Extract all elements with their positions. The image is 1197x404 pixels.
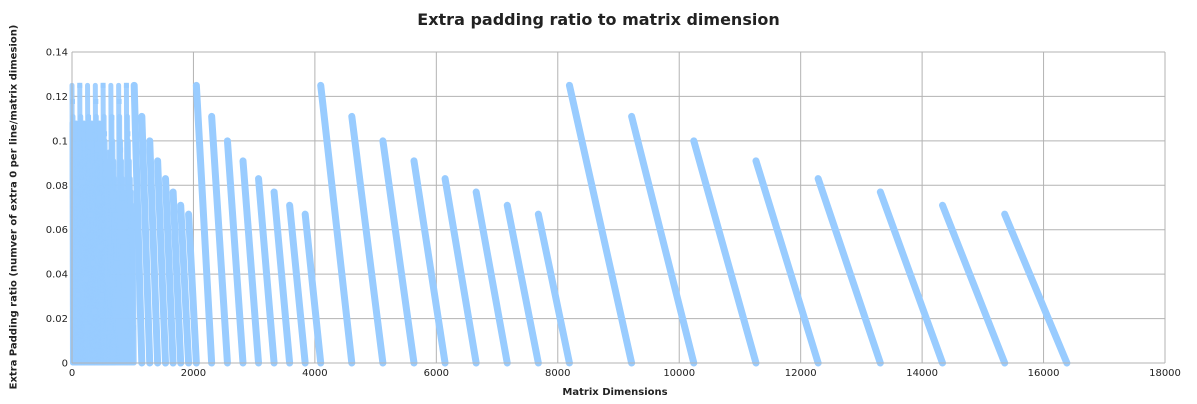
data-point-ramp: [317, 81, 356, 367]
data-point: [97, 244, 103, 250]
y-tick-label: 0.12: [46, 92, 68, 103]
data-point-ramp: [223, 137, 247, 367]
data-point: [131, 325, 137, 331]
data-series: [69, 81, 1071, 367]
data-point: [116, 98, 122, 104]
data-point: [94, 147, 100, 153]
data-point: [99, 292, 105, 298]
data-point-ramp: [348, 112, 387, 367]
data-point: [122, 292, 128, 298]
x-tick-label: 16000: [1028, 368, 1060, 379]
x-tick-label: 8000: [545, 368, 570, 379]
x-tick-label: 14000: [906, 368, 938, 379]
x-tick-label: 0: [69, 368, 75, 379]
data-point-ramp: [628, 112, 698, 367]
data-point: [81, 228, 87, 234]
data-point-ramp: [503, 201, 542, 367]
y-tick-label: 0.08: [46, 181, 68, 192]
data-point: [96, 195, 102, 201]
x-tick-label: 4000: [302, 368, 327, 379]
data-point-ramp: [379, 137, 418, 367]
data-point-ramp: [208, 112, 231, 367]
data-point: [102, 131, 108, 137]
data-point: [87, 163, 93, 169]
x-tick-label: 6000: [424, 368, 449, 379]
data-point: [103, 179, 109, 185]
data-point-cluster: [130, 211, 137, 366]
data-point-ramp: [162, 175, 177, 367]
data-point-ramp: [752, 157, 822, 367]
y-tick-label: 0.02: [46, 314, 68, 325]
data-point: [72, 195, 78, 201]
data-point-ramp: [301, 210, 325, 367]
data-point: [83, 276, 89, 282]
x-tick-label: 2000: [181, 368, 206, 379]
data-point: [75, 292, 81, 298]
data-point: [120, 244, 126, 250]
data-point-ramp: [565, 81, 636, 367]
data-point-ramp: [146, 137, 162, 367]
data-point-ramp: [192, 81, 216, 367]
data-point: [104, 228, 110, 234]
data-point: [123, 82, 129, 88]
data-point: [78, 131, 84, 137]
chart-title: Extra padding ratio to matrix dimension: [417, 10, 780, 29]
data-point: [118, 147, 124, 153]
y-tick-label: 0.06: [46, 225, 68, 236]
data-point: [74, 244, 80, 250]
data-point: [128, 228, 134, 234]
data-point-ramp: [876, 188, 947, 367]
x-axis-label: Matrix Dimensions: [562, 387, 668, 398]
data-point-ramp: [690, 137, 760, 367]
data-point: [71, 147, 77, 153]
x-tick-label: 10000: [663, 368, 695, 379]
axes: 0 0.02 0.04 0.06 0.08 0.1 0.12 0.14 0 2000 4000 600…: [46, 48, 1181, 380]
data-point: [100, 82, 106, 88]
data-point-ramp: [472, 188, 511, 367]
data-point-ramp: [154, 157, 170, 367]
data-point: [91, 309, 97, 315]
data-point: [129, 276, 135, 282]
data-point-ramp: [138, 112, 154, 367]
data-point-ramp: [255, 175, 278, 367]
x-tick-label: 12000: [785, 368, 817, 379]
data-point-ramp: [169, 188, 185, 367]
data-point-ramp: [939, 201, 1009, 367]
data-point: [77, 82, 83, 88]
data-point-ramp: [270, 188, 294, 367]
data-point-ramp: [177, 201, 193, 367]
data-point: [115, 309, 121, 315]
data-point: [93, 98, 99, 104]
data-point: [107, 325, 113, 331]
data-point: [86, 115, 92, 121]
data-point: [113, 260, 119, 266]
y-tick-label: 0.1: [52, 136, 68, 147]
data-point-ramp: [185, 210, 200, 367]
data-point-ramp: [534, 210, 573, 367]
data-point-ramp: [410, 157, 449, 367]
x-tick-label: 18000: [1149, 368, 1181, 379]
data-point: [125, 131, 131, 137]
data-point: [90, 260, 96, 266]
y-tick-label: 0.04: [46, 270, 68, 281]
data-point-ramp: [130, 81, 146, 367]
data-point: [84, 325, 90, 331]
data-point-ramp: [814, 175, 884, 367]
y-tick-label: 0: [62, 359, 68, 370]
data-point: [109, 115, 115, 121]
data-point: [110, 163, 116, 169]
data-point: [119, 195, 125, 201]
data-point: [106, 276, 112, 282]
data-point-ramp: [286, 201, 309, 367]
data-point: [126, 179, 132, 185]
data-point-ramp: [1001, 210, 1071, 367]
data-point-ramp: [441, 175, 480, 367]
y-tick-label: 0.14: [46, 48, 68, 59]
data-point: [88, 212, 94, 218]
data-point: [112, 212, 118, 218]
data-point-ramp: [239, 157, 263, 367]
data-point: [80, 179, 86, 185]
